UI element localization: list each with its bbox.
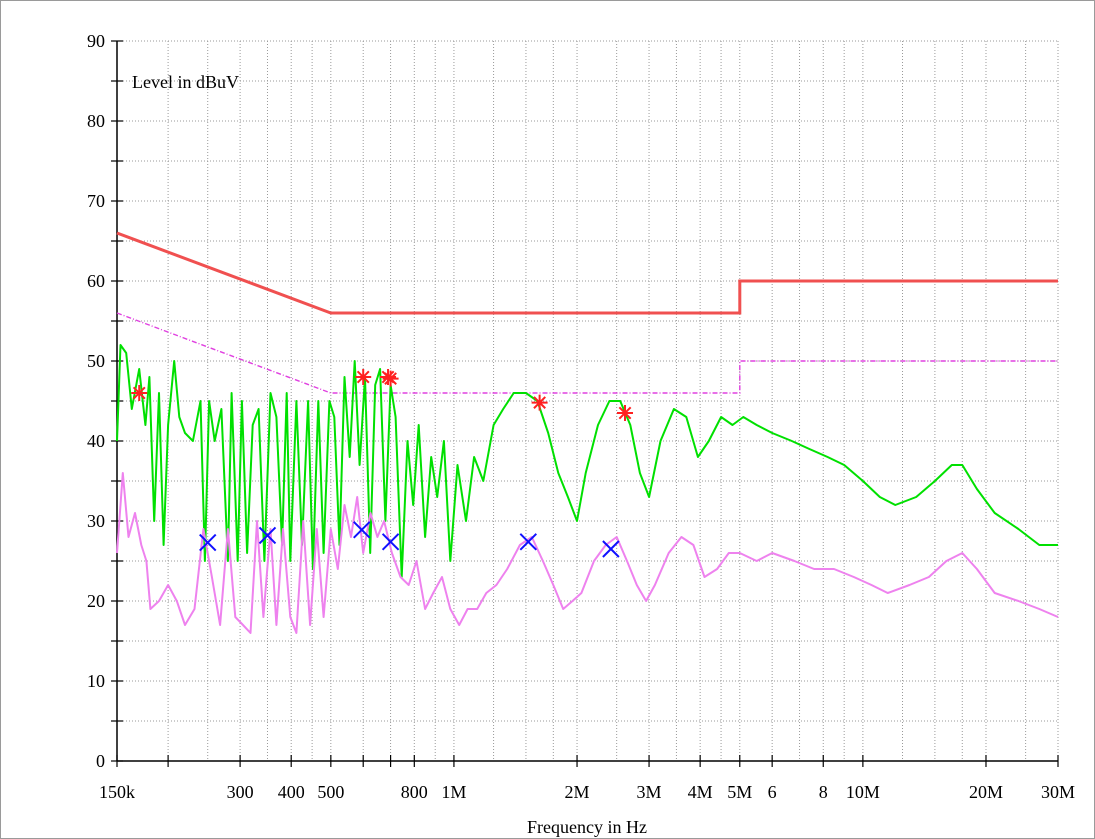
x-tick-label: 10M — [846, 782, 880, 802]
x-marker-stroke — [258, 526, 277, 545]
x-tick-label: 5M — [727, 782, 752, 802]
x-tick-label: 800 — [401, 782, 428, 802]
asterisk-marker — [382, 370, 399, 387]
x-marker — [353, 521, 371, 539]
asterisk-marker-stroke — [356, 370, 370, 384]
grid-lines — [116, 40, 1059, 762]
x-tick-label: 500 — [317, 782, 344, 802]
measurement-trace-3 — [116, 344, 1058, 578]
marker-layer — [131, 369, 633, 558]
asterisk-marker — [531, 394, 548, 411]
x-axis-title: Frequency in Hz — [527, 817, 647, 837]
limit-line-1 — [116, 231, 1058, 315]
x-tick-label: 4M — [688, 782, 713, 802]
y-tick-label: 20 — [87, 591, 105, 611]
asterisk-marker-stroke — [384, 372, 397, 385]
x-marker-stroke — [353, 521, 371, 539]
y-tick-label: 90 — [87, 31, 105, 51]
y-tick-label: 0 — [96, 751, 105, 771]
x-tick-label: 1M — [441, 782, 466, 802]
x-tick-labels: 150k 300 400 500 800 1M 2M 3M 4M 5M 6 8 10M 20M 30M — [99, 782, 1075, 802]
x-tick-label: 400 — [278, 782, 305, 802]
x-tick-label: 2M — [565, 782, 590, 802]
y-tick-label: 30 — [87, 511, 105, 531]
axes — [111, 40, 1059, 767]
x-marker-stroke — [199, 533, 217, 552]
x-marker-stroke — [602, 540, 620, 558]
asterisk-marker-stroke — [533, 396, 546, 409]
asterisk-marker-stroke — [618, 406, 632, 420]
x-marker — [602, 540, 620, 558]
y-tick-label: 40 — [87, 431, 105, 451]
x-tick-label: 30M — [1041, 782, 1075, 802]
x-marker-stroke — [381, 533, 400, 551]
series-layer — [116, 231, 1059, 634]
limit-line-2 — [116, 312, 1058, 394]
asterisk-marker-stroke — [132, 386, 146, 400]
y-tick-label: 50 — [87, 351, 105, 371]
y-tick-label: 80 — [87, 111, 105, 131]
measurement-trace-4 — [116, 472, 1059, 634]
asterisk-marker — [616, 405, 633, 421]
x-tick-label: 300 — [227, 782, 254, 802]
y-tick-label: 10 — [87, 671, 105, 691]
y-tick-label: 60 — [87, 271, 105, 291]
x-marker — [519, 533, 538, 551]
y-tick-label: 70 — [87, 191, 105, 211]
x-tick-label: 8 — [819, 782, 828, 802]
x-tick-label: 6 — [768, 782, 777, 802]
x-tick-label: 150k — [99, 782, 135, 802]
y-tick-labels: 0 10 20 30 40 50 60 70 80 90 — [87, 31, 105, 771]
y-axis-title: Level in dBuV — [132, 72, 239, 92]
x-marker — [381, 533, 400, 551]
asterisk-marker — [131, 385, 148, 401]
x-tick-label: 20M — [969, 782, 1003, 802]
asterisk-marker — [355, 369, 372, 385]
x-marker — [258, 526, 277, 545]
x-marker-stroke — [519, 533, 538, 551]
x-marker — [199, 533, 217, 552]
x-tick-label: 3M — [637, 782, 662, 802]
